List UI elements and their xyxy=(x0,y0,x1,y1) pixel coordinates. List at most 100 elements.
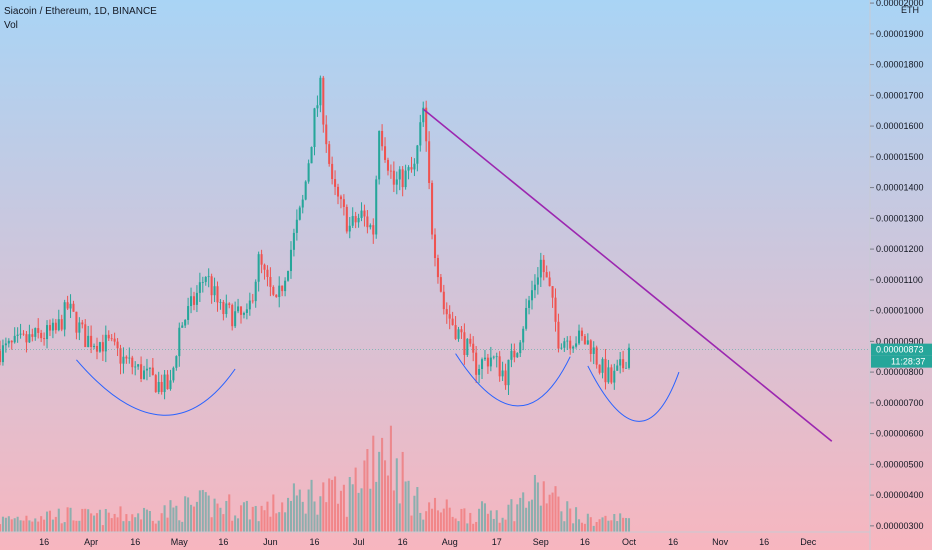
volume-bar xyxy=(410,515,413,532)
candle-body xyxy=(410,167,413,170)
current-price-badge xyxy=(871,343,932,356)
price-tick-label: 0.00001300 xyxy=(876,213,924,223)
volume-bar xyxy=(198,490,201,532)
candle-body xyxy=(498,356,501,377)
candle-body xyxy=(604,358,607,383)
volume-bar xyxy=(254,505,257,532)
candle-body xyxy=(580,330,583,337)
candle-body xyxy=(13,335,16,343)
candle-body xyxy=(284,280,287,292)
candle-body xyxy=(439,277,442,292)
candle-body xyxy=(57,319,60,331)
candle-body xyxy=(375,179,378,235)
volume-bar xyxy=(207,495,210,532)
candle-body xyxy=(310,147,313,164)
volume-bar xyxy=(489,510,492,532)
candle-body xyxy=(384,146,387,160)
volume-bar xyxy=(25,515,28,532)
volume-bar xyxy=(339,490,342,532)
volume-bar xyxy=(533,474,536,532)
candle-body xyxy=(504,370,507,386)
candle-body xyxy=(192,296,196,305)
candle-body xyxy=(516,353,519,358)
price-tick-label: 0.00001200 xyxy=(876,244,924,254)
candle-body xyxy=(54,322,57,331)
candle-body xyxy=(298,207,301,220)
candle-body xyxy=(63,302,66,330)
volume-bar xyxy=(548,494,551,532)
volume-bar xyxy=(583,523,586,532)
volume-bar xyxy=(19,520,22,532)
candle-body xyxy=(187,306,190,320)
volume-bar xyxy=(625,518,628,532)
candle-body xyxy=(281,285,284,292)
candle-body xyxy=(422,107,425,123)
candle-body xyxy=(107,334,110,339)
candle-body xyxy=(125,356,128,359)
candle-body xyxy=(339,196,342,200)
volume-bar xyxy=(275,513,278,532)
time-tick-label: 16 xyxy=(130,537,140,547)
candle-body xyxy=(228,303,231,305)
volume-bar xyxy=(354,467,357,532)
volume-bar xyxy=(292,483,295,532)
candle-body xyxy=(389,170,392,172)
candle-body xyxy=(16,334,19,336)
candle-body xyxy=(610,367,613,383)
volume-bar xyxy=(245,500,248,532)
candle-body xyxy=(569,340,572,349)
volume-bar xyxy=(178,520,181,532)
candle-body xyxy=(325,124,328,145)
volume-bar xyxy=(522,492,525,532)
volume-bar xyxy=(234,515,237,532)
volume-bar xyxy=(510,499,513,532)
candle-body xyxy=(466,338,469,356)
price-tick-label: 0.00000500 xyxy=(876,459,924,469)
time-tick-label: 16 xyxy=(309,537,319,547)
volume-bar xyxy=(319,496,322,532)
volume-bar xyxy=(483,503,486,532)
price-tick-label: 0.00000800 xyxy=(876,367,924,377)
volume-bar xyxy=(210,517,213,532)
volume-bar xyxy=(575,507,578,532)
candle-body xyxy=(169,380,172,390)
candle-body xyxy=(398,169,401,180)
candle-body xyxy=(157,381,160,393)
volume-bar xyxy=(142,507,146,532)
volume-bar xyxy=(607,520,610,532)
volume-bar xyxy=(398,503,401,532)
volume-bar xyxy=(175,505,178,532)
candle-body xyxy=(95,345,99,352)
candle-body xyxy=(4,343,7,346)
rounding-bottom-arc xyxy=(587,365,680,422)
volume-bar xyxy=(119,506,122,532)
volume-bar xyxy=(448,507,451,532)
volume-bar xyxy=(472,523,475,532)
volume-bar xyxy=(519,497,522,532)
price-tick-label: 0.00000300 xyxy=(876,521,924,531)
time-axis[interactable]: 16 Apr 16 May 16 Jun 16 Jul 16 Aug 17 Sep 16 Oct 16 Nov… xyxy=(0,531,870,547)
countdown-badge xyxy=(871,355,932,368)
candle-body xyxy=(413,163,416,170)
volume-bar xyxy=(310,479,313,532)
candle-body xyxy=(60,319,63,330)
candle-body xyxy=(369,225,372,228)
volume-bar xyxy=(516,504,519,532)
volume-bar xyxy=(90,513,93,532)
candle-body xyxy=(93,345,96,347)
candle-body xyxy=(322,77,325,125)
volume-bar xyxy=(381,437,384,532)
volume-bar xyxy=(366,449,369,532)
volume-bar xyxy=(160,513,163,532)
volume-bar xyxy=(528,501,531,532)
volume-bar xyxy=(66,507,69,532)
candle-body xyxy=(366,216,369,228)
volume-bar xyxy=(345,516,348,532)
volume-bar xyxy=(530,499,534,532)
volume-bar xyxy=(213,498,216,532)
volume-bar xyxy=(134,517,137,532)
candle-body xyxy=(172,367,175,381)
